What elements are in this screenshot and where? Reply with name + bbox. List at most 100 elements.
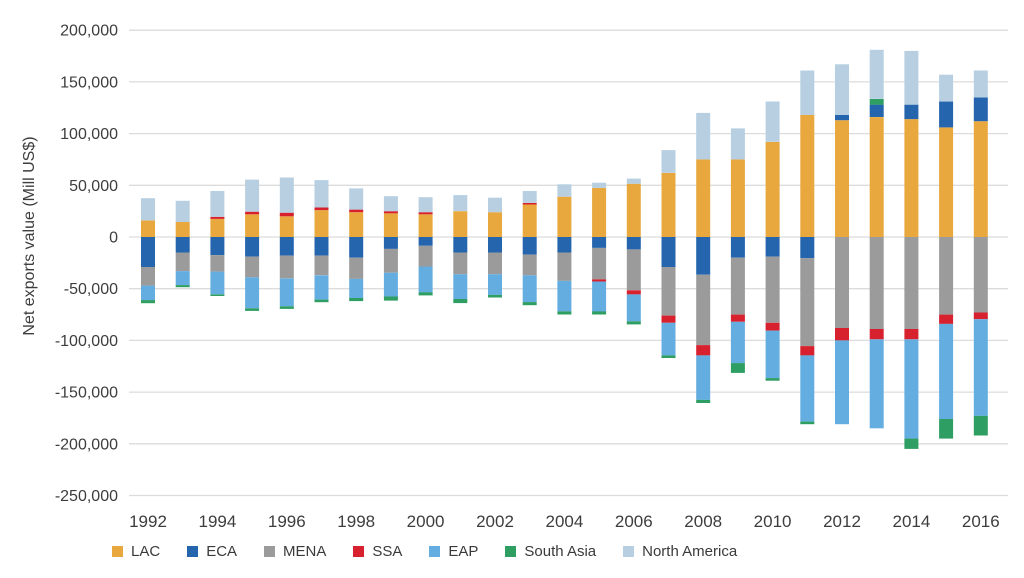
bar-segment-mena-2011 <box>800 258 815 347</box>
bar-segment-north-america-2002 <box>488 197 502 213</box>
bar-segment-north-america-2015 <box>939 74 954 102</box>
bar-segment-south-asia-2009 <box>730 363 745 373</box>
bar-segment-eap-1995 <box>245 277 260 309</box>
legend-item-lac: LAC <box>112 543 160 560</box>
bar-segment-ssa-2016 <box>973 312 988 320</box>
bar-segment-eap-2005 <box>592 281 607 312</box>
bar-segment-north-america-2009 <box>730 128 745 160</box>
legend-item-ssa: SSA <box>353 543 402 560</box>
bar-segment-lac-1994 <box>210 218 225 237</box>
bar-segment-north-america-2001 <box>453 195 468 212</box>
y-tick-label: -150,000 <box>55 385 118 402</box>
bar-segment-lac-2006 <box>626 183 641 237</box>
x-tick-label: 1998 <box>337 512 375 531</box>
bar-segment-ssa-2014 <box>904 329 919 340</box>
bar-segment-mena-2009 <box>730 257 745 315</box>
bar-segment-ssa-2010 <box>765 322 780 331</box>
bar-segment-eca-2002 <box>488 237 502 253</box>
y-tick-label: 0 <box>109 230 118 247</box>
bar-segment-ssa-2013 <box>869 329 884 340</box>
bar-segment-mena-2004 <box>557 252 572 281</box>
bar-segment-mena-2006 <box>626 249 641 291</box>
bar-segment-ssa-2015 <box>939 314 954 324</box>
x-tick-label: 2006 <box>615 512 653 531</box>
bar-segment-mena-2012 <box>835 237 849 328</box>
bar-segment-north-america-2014 <box>904 50 919 105</box>
bar-segment-eap-2002 <box>488 274 502 295</box>
bar-segment-eca-2010 <box>765 237 780 257</box>
bar-segment-mena-1995 <box>245 256 260 278</box>
bar-segment-eca-2015 <box>939 101 954 128</box>
bar-segment-eap-2015 <box>939 323 954 419</box>
bar-segment-eap-2016 <box>973 319 988 416</box>
bar-segment-eca-1997 <box>314 237 329 256</box>
x-tick-label: 2004 <box>545 512 583 531</box>
legend-item-eap: EAP <box>429 543 478 560</box>
bar-segment-lac-2007 <box>661 172 676 237</box>
bar-segment-ssa-2003 <box>522 202 537 205</box>
bar-segment-south-asia-2014 <box>904 438 919 449</box>
y-axis-title: Net exports value (Mill US$) <box>21 136 38 336</box>
bar-segment-lac-2004 <box>557 196 572 237</box>
y-tick-label: 150,000 <box>60 74 118 91</box>
bar-segment-eca-2008 <box>696 237 711 275</box>
bar-segment-north-america-2004 <box>557 184 572 197</box>
bar-segment-south-asia-2001 <box>453 299 468 304</box>
bar-segment-eca-1996 <box>279 237 294 256</box>
bar-segment-north-america-1996 <box>279 177 294 213</box>
legend-item-north-america: North America <box>623 543 737 560</box>
legend-item-eca: ECA <box>187 543 237 560</box>
bar-segment-south-asia-2013 <box>869 99 884 105</box>
bar-segment-mena-1998 <box>349 257 364 279</box>
bar-segment-north-america-2008 <box>696 112 711 160</box>
bar-segment-lac-2000 <box>418 214 433 237</box>
bar-segment-ssa-1998 <box>349 209 364 213</box>
y-tick-label: -250,000 <box>55 488 118 505</box>
bar-segment-lac-2010 <box>765 141 780 237</box>
bar-segment-mena-2010 <box>765 256 780 323</box>
bar-segment-lac-2005 <box>592 187 607 237</box>
bar-segment-lac-1992 <box>141 220 155 237</box>
legend-label: EAP <box>448 543 479 560</box>
bar-segment-south-asia-2006 <box>626 321 641 325</box>
bar-segment-north-america-1993 <box>175 200 190 222</box>
bar-segment-eca-2001 <box>453 237 468 253</box>
bar-segment-eca-2016 <box>973 97 988 122</box>
bar-segment-eap-2007 <box>661 322 676 356</box>
bar-segment-south-asia-2008 <box>696 399 711 403</box>
bar-segment-lac-2015 <box>939 127 954 237</box>
bar-segment-eap-1997 <box>314 275 329 300</box>
bar-segment-eap-1994 <box>210 271 225 295</box>
bar-segment-eap-2012 <box>835 340 849 425</box>
bar-segment-south-asia-1995 <box>245 308 260 311</box>
x-tick-label: 2002 <box>476 512 514 531</box>
bar-segment-lac-2013 <box>869 117 884 237</box>
legend-label: MENA <box>283 543 327 560</box>
legend-label: South Asia <box>524 543 597 560</box>
bar-segment-eap-1993 <box>175 271 190 286</box>
bar-segment-north-america-2005 <box>592 182 607 188</box>
bar-segment-south-asia-2011 <box>800 421 815 425</box>
bar-segment-north-america-1997 <box>314 180 329 208</box>
x-tick-label: 1996 <box>268 512 306 531</box>
bar-segment-south-asia-2000 <box>418 292 433 296</box>
legend-item-mena: MENA <box>264 543 326 560</box>
y-tick-label: 200,000 <box>60 23 118 40</box>
bar-segment-south-asia-1996 <box>279 306 294 309</box>
bar-segment-ssa-1995 <box>245 211 260 215</box>
legend-swatch-icon <box>112 546 123 557</box>
x-tick-label: 2008 <box>684 512 722 531</box>
bar-segment-ssa-2006 <box>626 290 641 295</box>
bar-segment-eap-2004 <box>557 280 572 312</box>
bar-segment-eca-2014 <box>904 104 919 120</box>
bar-segment-mena-2015 <box>939 237 954 315</box>
bar-segment-lac-2011 <box>800 115 815 237</box>
bar-segment-north-america-2012 <box>835 64 849 115</box>
bar-segment-south-asia-1993 <box>175 285 190 288</box>
bar-segment-north-america-2013 <box>869 49 884 99</box>
legend-label: LAC <box>131 543 161 560</box>
bar-segment-lac-1993 <box>175 222 190 237</box>
bar-segment-south-asia-1997 <box>314 299 329 303</box>
legend-label: ECA <box>206 543 238 560</box>
